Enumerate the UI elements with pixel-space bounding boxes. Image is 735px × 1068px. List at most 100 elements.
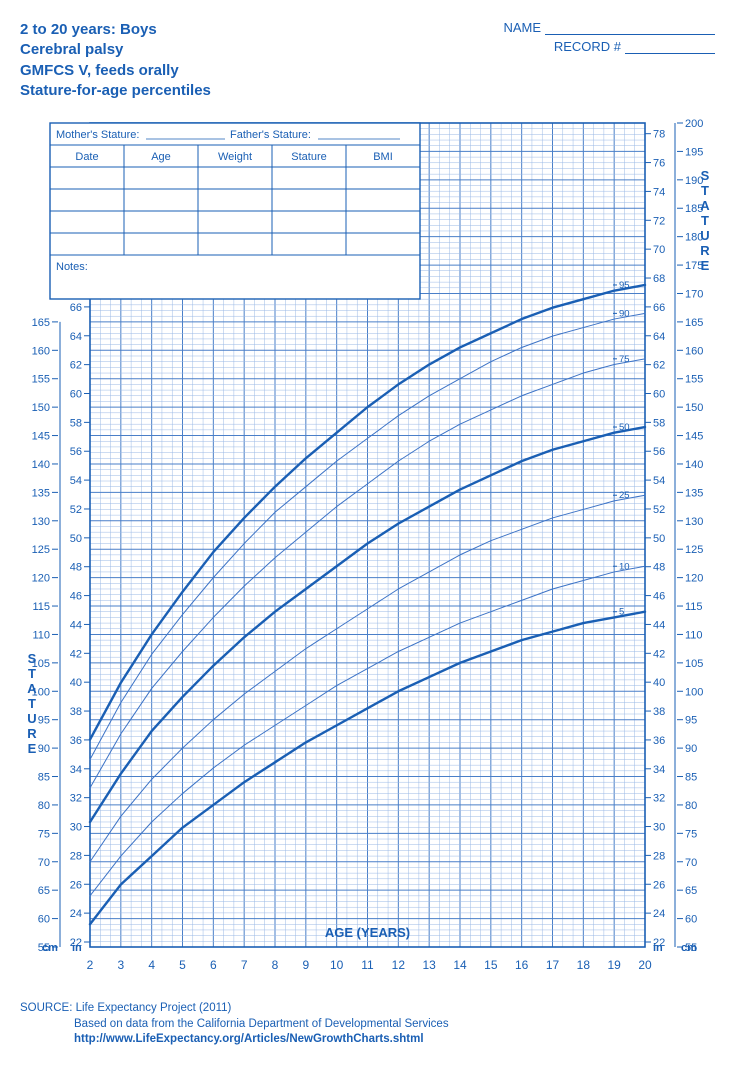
svg-text:13: 13	[422, 958, 436, 972]
svg-text:AGE (YEARS): AGE (YEARS)	[325, 925, 410, 940]
name-input-line[interactable]	[545, 22, 715, 35]
svg-text:95: 95	[619, 280, 630, 291]
svg-text:58: 58	[653, 417, 665, 429]
svg-text:28: 28	[70, 850, 82, 862]
svg-text:32: 32	[653, 793, 665, 805]
svg-text:170: 170	[685, 288, 703, 300]
svg-text:48: 48	[70, 562, 82, 574]
svg-text:in: in	[653, 942, 663, 954]
svg-text:60: 60	[685, 914, 697, 926]
svg-text:Age: Age	[151, 151, 171, 163]
header: 2 to 20 years: Boys Cerebral palsy GMFCS…	[20, 20, 715, 101]
data-entry-table: Mother's Stature:Father's Stature:DateAg…	[50, 123, 420, 299]
svg-text:24: 24	[653, 908, 665, 920]
svg-text:44: 44	[653, 619, 665, 631]
svg-text:135: 135	[685, 487, 703, 499]
svg-text:66: 66	[653, 302, 665, 314]
source-link: http://www.LifeExpectancy.org/Articles/N…	[20, 1032, 715, 1048]
svg-text:110: 110	[685, 629, 703, 641]
svg-text:54: 54	[70, 475, 82, 487]
growth-chart: 5102550759095234567891011121314151617181…	[20, 115, 715, 995]
svg-text:2: 2	[87, 958, 94, 972]
name-label: NAME	[503, 20, 541, 35]
svg-text:15: 15	[484, 958, 498, 972]
svg-text:Mother's Stature:: Mother's Stature:	[56, 129, 139, 141]
svg-text:165: 165	[685, 317, 703, 329]
svg-text:50: 50	[70, 533, 82, 545]
name-record-block: NAME RECORD #	[503, 20, 715, 54]
svg-text:155: 155	[685, 374, 703, 386]
svg-text:30: 30	[653, 822, 665, 834]
svg-text:75: 75	[619, 354, 630, 365]
svg-text:30: 30	[70, 822, 82, 834]
svg-text:90: 90	[619, 308, 630, 319]
svg-text:90: 90	[685, 743, 697, 755]
svg-text:62: 62	[70, 360, 82, 372]
svg-text:125: 125	[685, 544, 703, 556]
svg-text:160: 160	[685, 345, 703, 357]
svg-text:155: 155	[32, 374, 50, 386]
svg-text:48: 48	[653, 562, 665, 574]
svg-text:in: in	[72, 942, 82, 954]
footer: SOURCE: Life Expectancy Project (2011) B…	[20, 1001, 715, 1048]
svg-text:70: 70	[653, 244, 665, 256]
svg-text:cm: cm	[681, 942, 697, 954]
svg-text:36: 36	[653, 735, 665, 747]
source-label: SOURCE:	[20, 1002, 72, 1014]
svg-text:72: 72	[653, 215, 665, 227]
svg-text:80: 80	[685, 800, 697, 812]
svg-text:26: 26	[653, 879, 665, 891]
svg-text:8: 8	[272, 958, 279, 972]
svg-text:125: 125	[32, 544, 50, 556]
svg-text:90: 90	[38, 743, 50, 755]
svg-text:110: 110	[32, 629, 50, 641]
svg-text:STATURE: STATURE	[27, 651, 37, 756]
svg-text:16: 16	[515, 958, 529, 972]
svg-text:34: 34	[70, 764, 82, 776]
svg-text:70: 70	[38, 857, 50, 869]
svg-text:52: 52	[70, 504, 82, 516]
svg-text:3: 3	[117, 958, 124, 972]
source-text: Life Expectancy Project (2011)	[76, 1002, 232, 1014]
svg-text:78: 78	[653, 129, 665, 141]
title-line-4: Stature-for-age percentiles	[20, 81, 211, 101]
svg-text:5: 5	[179, 958, 186, 972]
svg-text:65: 65	[685, 885, 697, 897]
svg-text:165: 165	[32, 317, 50, 329]
svg-text:19: 19	[607, 958, 621, 972]
svg-text:Notes:: Notes:	[56, 261, 88, 273]
svg-text:60: 60	[653, 388, 665, 400]
svg-text:46: 46	[653, 591, 665, 603]
svg-text:76: 76	[653, 158, 665, 170]
svg-text:150: 150	[685, 402, 703, 414]
svg-text:85: 85	[685, 772, 697, 784]
svg-text:64: 64	[70, 331, 82, 343]
svg-text:52: 52	[653, 504, 665, 516]
svg-text:11: 11	[361, 958, 374, 972]
svg-text:50: 50	[653, 533, 665, 545]
title-block: 2 to 20 years: Boys Cerebral palsy GMFCS…	[20, 20, 211, 101]
svg-text:64: 64	[653, 331, 665, 343]
svg-text:95: 95	[38, 715, 50, 727]
svg-text:17: 17	[546, 958, 560, 972]
svg-text:40: 40	[653, 677, 665, 689]
record-input-line[interactable]	[625, 41, 715, 54]
svg-text:36: 36	[70, 735, 82, 747]
svg-text:cm: cm	[42, 942, 58, 954]
svg-text:80: 80	[38, 800, 50, 812]
svg-text:160: 160	[32, 345, 50, 357]
svg-text:75: 75	[38, 828, 50, 840]
svg-text:200: 200	[685, 118, 703, 130]
svg-text:66: 66	[70, 302, 82, 314]
title-line-2: Cerebral palsy	[20, 40, 211, 60]
svg-text:95: 95	[685, 715, 697, 727]
title-line-3: GMFCS V, feeds orally	[20, 61, 211, 81]
svg-text:56: 56	[70, 446, 82, 458]
svg-text:100: 100	[685, 686, 703, 698]
svg-text:38: 38	[70, 706, 82, 718]
svg-text:6: 6	[210, 958, 217, 972]
svg-text:14: 14	[453, 958, 467, 972]
svg-text:BMI: BMI	[373, 151, 393, 163]
svg-text:115: 115	[685, 601, 703, 613]
svg-text:Stature: Stature	[291, 151, 326, 163]
